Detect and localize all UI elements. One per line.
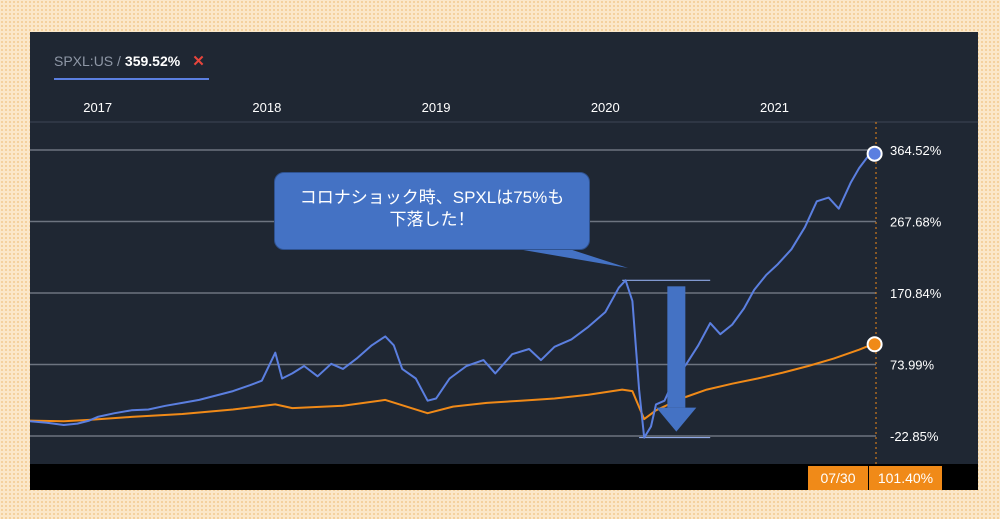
series-endpoint (866, 336, 883, 353)
legend-value: 359.52% (124, 53, 181, 69)
annotation-line-1: コロナショック時、SPXLは75%も (299, 188, 565, 207)
crosshair-date-badge: 07/30 (808, 466, 868, 490)
annotation-callout: コロナショック時、SPXLは75%も 下落した！ (274, 172, 590, 250)
line-chart: 364.52% 267.68% 170.84% 73.99% -22.85% 2017 20… (30, 100, 978, 464)
down-arrow-shaft (667, 286, 686, 408)
series-line (30, 152, 874, 439)
y-tick-label: -22.85% (890, 429, 939, 444)
series-endpoint (866, 145, 883, 162)
close-icon[interactable]: ✕ (192, 53, 205, 70)
y-tick-label: 73.99% (890, 358, 935, 373)
chart-panel: 364.52% 267.68% 170.84% 73.99% -22.85% 2017 20… (30, 32, 978, 490)
callout-pointer (500, 246, 628, 268)
x-tick-label: 2017 (83, 100, 112, 115)
x-tick-label: 2019 (422, 100, 451, 115)
crosshair-value-badge: 101.40% (869, 466, 942, 490)
down-arrow-head (656, 407, 697, 432)
series-line (30, 343, 873, 423)
y-tick-label: 267.68% (890, 214, 942, 229)
legend-ticker: SPXL:US / (54, 53, 121, 69)
x-tick-label: 2020 (591, 100, 620, 115)
annotation-line-2: 下落した！ (389, 210, 475, 229)
x-tick-label: 2018 (252, 100, 281, 115)
x-tick-label: 2021 (760, 100, 789, 115)
y-tick-label: 170.84% (890, 286, 942, 301)
y-tick-label: 364.52% (890, 143, 942, 158)
legend[interactable]: SPXL:US /359.52% ✕ (54, 52, 209, 80)
